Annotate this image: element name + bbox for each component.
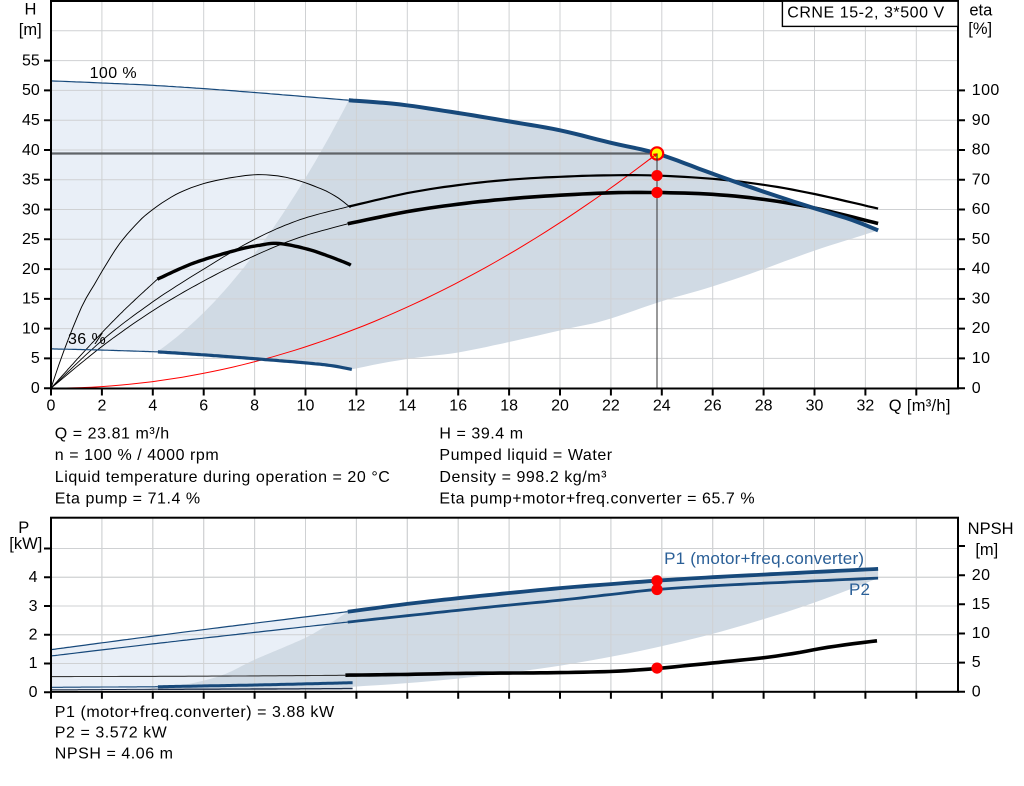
svg-text:40: 40 <box>972 261 991 278</box>
svg-text:15: 15 <box>22 291 40 308</box>
svg-text:10: 10 <box>972 625 991 642</box>
svg-text:0: 0 <box>972 683 981 700</box>
svg-text:10: 10 <box>22 320 40 337</box>
svg-text:32: 32 <box>857 398 875 415</box>
svg-text:[%]: [%] <box>968 20 992 38</box>
svg-text:70: 70 <box>972 171 991 188</box>
svg-text:5: 5 <box>972 654 981 671</box>
svg-text:30: 30 <box>22 201 40 218</box>
svg-text:28: 28 <box>755 398 773 415</box>
svg-text:Eta pump = 71.4 %: Eta pump = 71.4 % <box>55 490 201 507</box>
svg-text:45: 45 <box>22 112 40 129</box>
svg-text:10: 10 <box>297 398 315 415</box>
svg-text:0: 0 <box>972 380 981 397</box>
svg-text:CRNE 15-2, 3*500 V: CRNE 15-2, 3*500 V <box>787 5 945 22</box>
svg-text:[kW]: [kW] <box>9 535 42 553</box>
svg-text:P2: P2 <box>849 580 870 599</box>
svg-text:3: 3 <box>29 598 38 615</box>
svg-text:4: 4 <box>148 398 157 415</box>
svg-text:50: 50 <box>972 231 991 248</box>
svg-text:20: 20 <box>972 320 991 337</box>
svg-text:n = 100 % / 4000 rpm: n = 100 % / 4000 rpm <box>55 447 219 464</box>
svg-text:P1 (motor+freq.converter) = 3.: P1 (motor+freq.converter) = 3.88 kW <box>55 704 335 721</box>
svg-text:50: 50 <box>22 82 40 99</box>
svg-text:Q = 23.81 m³/h: Q = 23.81 m³/h <box>55 426 170 443</box>
svg-text:Eta pump+motor+freq.converter: Eta pump+motor+freq.converter = 65.7 % <box>439 490 755 507</box>
svg-text:Liquid temperature during oper: Liquid temperature during operation = 20… <box>55 469 391 486</box>
svg-text:P1 (motor+freq.converter): P1 (motor+freq.converter) <box>664 549 864 568</box>
svg-text:14: 14 <box>398 398 416 415</box>
svg-text:25: 25 <box>22 231 40 248</box>
svg-text:30: 30 <box>806 398 824 415</box>
svg-text:30: 30 <box>972 291 991 308</box>
svg-text:[m]: [m] <box>19 21 42 39</box>
svg-text:P: P <box>18 519 29 537</box>
svg-text:NPSH: NPSH <box>968 520 1014 538</box>
svg-text:26: 26 <box>704 398 722 415</box>
svg-text:40: 40 <box>22 142 40 159</box>
svg-text:5: 5 <box>31 350 40 367</box>
svg-text:Density = 998.2 kg/m³: Density = 998.2 kg/m³ <box>439 469 607 486</box>
svg-text:35: 35 <box>22 172 40 189</box>
svg-text:100: 100 <box>972 82 1000 99</box>
svg-text:22: 22 <box>602 398 620 415</box>
svg-text:0: 0 <box>31 380 40 397</box>
svg-text:Q [m³/h]: Q [m³/h] <box>889 397 951 415</box>
svg-text:100 %: 100 % <box>90 65 137 82</box>
svg-text:eta: eta <box>969 2 993 20</box>
svg-text:8: 8 <box>250 398 259 415</box>
svg-text:80: 80 <box>972 142 991 159</box>
svg-text:10: 10 <box>972 350 991 367</box>
svg-text:15: 15 <box>972 596 991 613</box>
svg-text:12: 12 <box>348 398 366 415</box>
svg-text:90: 90 <box>972 112 991 129</box>
svg-text:2: 2 <box>29 627 38 644</box>
svg-text:NPSH = 4.06 m: NPSH = 4.06 m <box>55 745 174 762</box>
svg-text:Pumped liquid = Water: Pumped liquid = Water <box>439 447 612 464</box>
svg-text:24: 24 <box>653 398 671 415</box>
svg-text:36 %: 36 % <box>68 331 106 348</box>
svg-text:20: 20 <box>972 567 991 584</box>
svg-text:4: 4 <box>29 569 38 586</box>
svg-text:20: 20 <box>22 261 40 278</box>
svg-text:55: 55 <box>22 52 40 69</box>
svg-text:60: 60 <box>972 201 991 218</box>
svg-text:[m]: [m] <box>975 541 998 559</box>
svg-text:0: 0 <box>47 398 56 415</box>
svg-text:16: 16 <box>449 398 467 415</box>
svg-text:1: 1 <box>29 655 38 672</box>
svg-text:P2 = 3.572 kW: P2 = 3.572 kW <box>55 725 168 742</box>
svg-text:H = 39.4 m: H = 39.4 m <box>439 426 523 443</box>
svg-text:H: H <box>25 1 37 19</box>
svg-text:6: 6 <box>199 398 208 415</box>
svg-text:2: 2 <box>97 398 106 415</box>
svg-text:18: 18 <box>500 398 518 415</box>
svg-text:20: 20 <box>551 398 569 415</box>
svg-text:0: 0 <box>29 684 38 701</box>
